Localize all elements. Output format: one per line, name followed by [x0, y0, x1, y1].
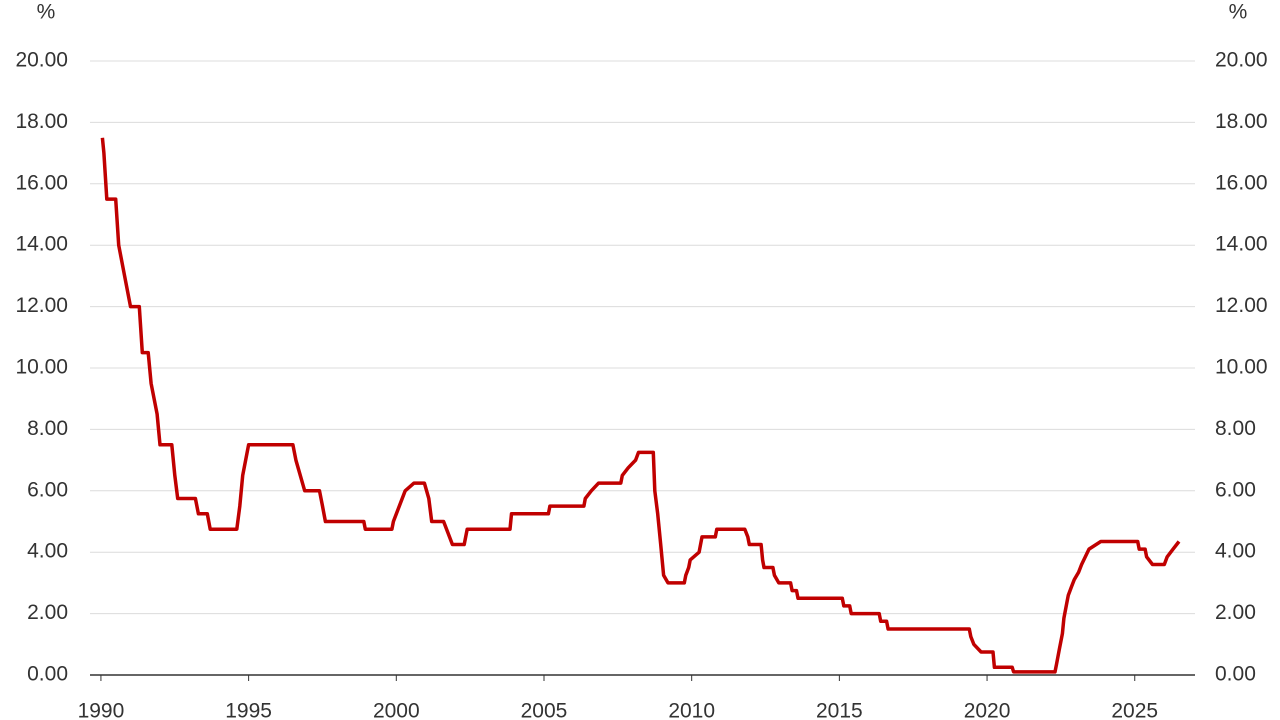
data-line: [100, 137, 1181, 674]
x-tick-label: 2000: [373, 700, 420, 720]
y-tick-label: 18.00: [15, 110, 68, 133]
y2-tick-label: 0.00: [1215, 663, 1256, 686]
y-tick-label: 4.00: [27, 540, 68, 563]
y-tick-label: 6.00: [27, 478, 68, 501]
x-tick-label: 1990: [78, 700, 125, 720]
y-tick-label: 16.00: [15, 171, 68, 194]
y2-tick-label: 8.00: [1215, 417, 1256, 440]
x-tick-label: 2025: [1111, 700, 1158, 720]
x-tick-label: 2015: [816, 700, 863, 720]
x-tick-label: 2005: [521, 700, 568, 720]
y-tick-label: 12.00: [15, 294, 68, 317]
y2-tick-label: 6.00: [1215, 478, 1256, 501]
x-tick-label: 2020: [964, 700, 1011, 720]
y-tick-label: 10.00: [15, 356, 68, 379]
y-tick-label: 2.00: [27, 601, 68, 624]
y-tick-label: 8.00: [27, 417, 68, 440]
y2-tick-label: 4.00: [1215, 540, 1256, 563]
y2-tick-label: 2.00: [1215, 601, 1256, 624]
y2-tick-label: 12.00: [1215, 294, 1268, 317]
y-tick-label: 14.00: [15, 233, 68, 256]
y-axis-label: %: [37, 1, 56, 24]
y-tick-label: 0.00: [27, 663, 68, 686]
y2-tick-label: 14.00: [1215, 233, 1268, 256]
x-tick-label: 1995: [225, 700, 272, 720]
y2-tick-label: 18.00: [1215, 110, 1268, 133]
y2-axis-label: %: [1229, 1, 1248, 24]
y2-tick-label: 16.00: [1215, 171, 1268, 194]
y2-tick-label: 20.00: [1215, 49, 1268, 72]
x-tick-label: 2010: [668, 700, 715, 720]
y2-tick-label: 10.00: [1215, 356, 1268, 379]
y-tick-label: 20.00: [15, 49, 68, 72]
